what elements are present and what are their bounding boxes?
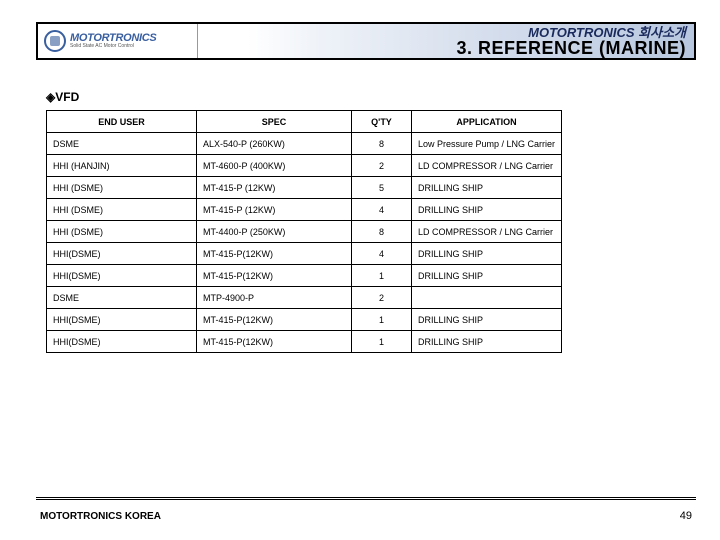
page-number: 49 [680,510,692,522]
col-header-spec: SPEC [197,111,352,133]
table-row: DSMEALX-540-P (260KW)8Low Pressure Pump … [47,133,562,155]
cell-qty: 2 [352,155,412,177]
cell-application: DRILLING SHIP [412,199,562,221]
cell-enduser: DSME [47,133,197,155]
cell-application [412,287,562,309]
logo-subtitle: Solid State AC Motor Control [70,44,156,49]
col-header-qty: Q'TY [352,111,412,133]
cell-spec: MT-4400-P (250KW) [197,221,352,243]
table-header-row: END USER SPEC Q'TY APPLICATION [47,111,562,133]
cell-application: Low Pressure Pump / LNG Carrier [412,133,562,155]
cell-spec: MT-415-P (12KW) [197,177,352,199]
table-row: HHI(DSME)MT-415-P(12KW)1DRILLING SHIP [47,331,562,353]
cell-spec: MTP-4900-P [197,287,352,309]
logo-text: MOTORTRONICS Solid State AC Motor Contro… [70,33,156,49]
cell-qty: 4 [352,199,412,221]
table-body: DSMEALX-540-P (260KW)8Low Pressure Pump … [47,133,562,353]
cell-qty: 8 [352,133,412,155]
cell-spec: MT-415-P(12KW) [197,331,352,353]
cell-qty: 1 [352,265,412,287]
col-header-enduser: END USER [47,111,197,133]
cell-application: DRILLING SHIP [412,243,562,265]
cell-enduser: HHI(DSME) [47,265,197,287]
footer-left: MOTORTRONICS KOREA [40,511,161,522]
cell-qty: 1 [352,309,412,331]
header-bar: MOTORTRONICS Solid State AC Motor Contro… [36,22,696,60]
cell-enduser: HHI (DSME) [47,199,197,221]
title-main: 3. REFERENCE (MARINE) [456,39,686,57]
cell-qty: 2 [352,287,412,309]
cell-enduser: HHI (DSME) [47,221,197,243]
table-row: HHI (HANJIN)MT-4600-P (400KW)2LD COMPRES… [47,155,562,177]
cell-qty: 1 [352,331,412,353]
cell-qty: 5 [352,177,412,199]
table-row: HHI(DSME)MT-415-P(12KW)1DRILLING SHIP [47,265,562,287]
cell-application: DRILLING SHIP [412,177,562,199]
section-label: ◈VFD [46,90,79,104]
cell-enduser: HHI (DSME) [47,177,197,199]
title-area: MOTORTRONICS 회사소개 3. REFERENCE (MARINE) [198,24,694,58]
table-row: HHI (DSME)MT-4400-P (250KW)8LD COMPRESSO… [47,221,562,243]
table-row: HHI (DSME)MT-415-P (12KW)5DRILLING SHIP [47,177,562,199]
cell-qty: 4 [352,243,412,265]
cell-application: DRILLING SHIP [412,265,562,287]
cell-spec: MT-415-P(12KW) [197,243,352,265]
table-row: DSMEMTP-4900-P2 [47,287,562,309]
reference-table: END USER SPEC Q'TY APPLICATION DSMEALX-5… [46,110,562,353]
logo-icon [44,30,66,52]
cell-enduser: HHI (HANJIN) [47,155,197,177]
footer-divider [36,497,696,500]
cell-enduser: DSME [47,287,197,309]
table-row: HHI(DSME)MT-415-P(12KW)1DRILLING SHIP [47,309,562,331]
cell-spec: MT-415-P(12KW) [197,309,352,331]
cell-application: LD COMPRESSOR / LNG Carrier [412,155,562,177]
cell-spec: ALX-540-P (260KW) [197,133,352,155]
cell-enduser: HHI(DSME) [47,331,197,353]
cell-spec: MT-4600-P (400KW) [197,155,352,177]
cell-application: DRILLING SHIP [412,309,562,331]
cell-application: DRILLING SHIP [412,331,562,353]
logo-box: MOTORTRONICS Solid State AC Motor Contro… [38,24,198,58]
cell-spec: MT-415-P (12KW) [197,199,352,221]
col-header-application: APPLICATION [412,111,562,133]
cell-enduser: HHI(DSME) [47,309,197,331]
table-row: HHI (DSME)MT-415-P (12KW)4DRILLING SHIP [47,199,562,221]
cell-qty: 8 [352,221,412,243]
title-top: MOTORTRONICS 회사소개 [528,26,686,39]
cell-enduser: HHI(DSME) [47,243,197,265]
cell-application: LD COMPRESSOR / LNG Carrier [412,221,562,243]
table-row: HHI(DSME)MT-415-P(12KW)4DRILLING SHIP [47,243,562,265]
cell-spec: MT-415-P(12KW) [197,265,352,287]
